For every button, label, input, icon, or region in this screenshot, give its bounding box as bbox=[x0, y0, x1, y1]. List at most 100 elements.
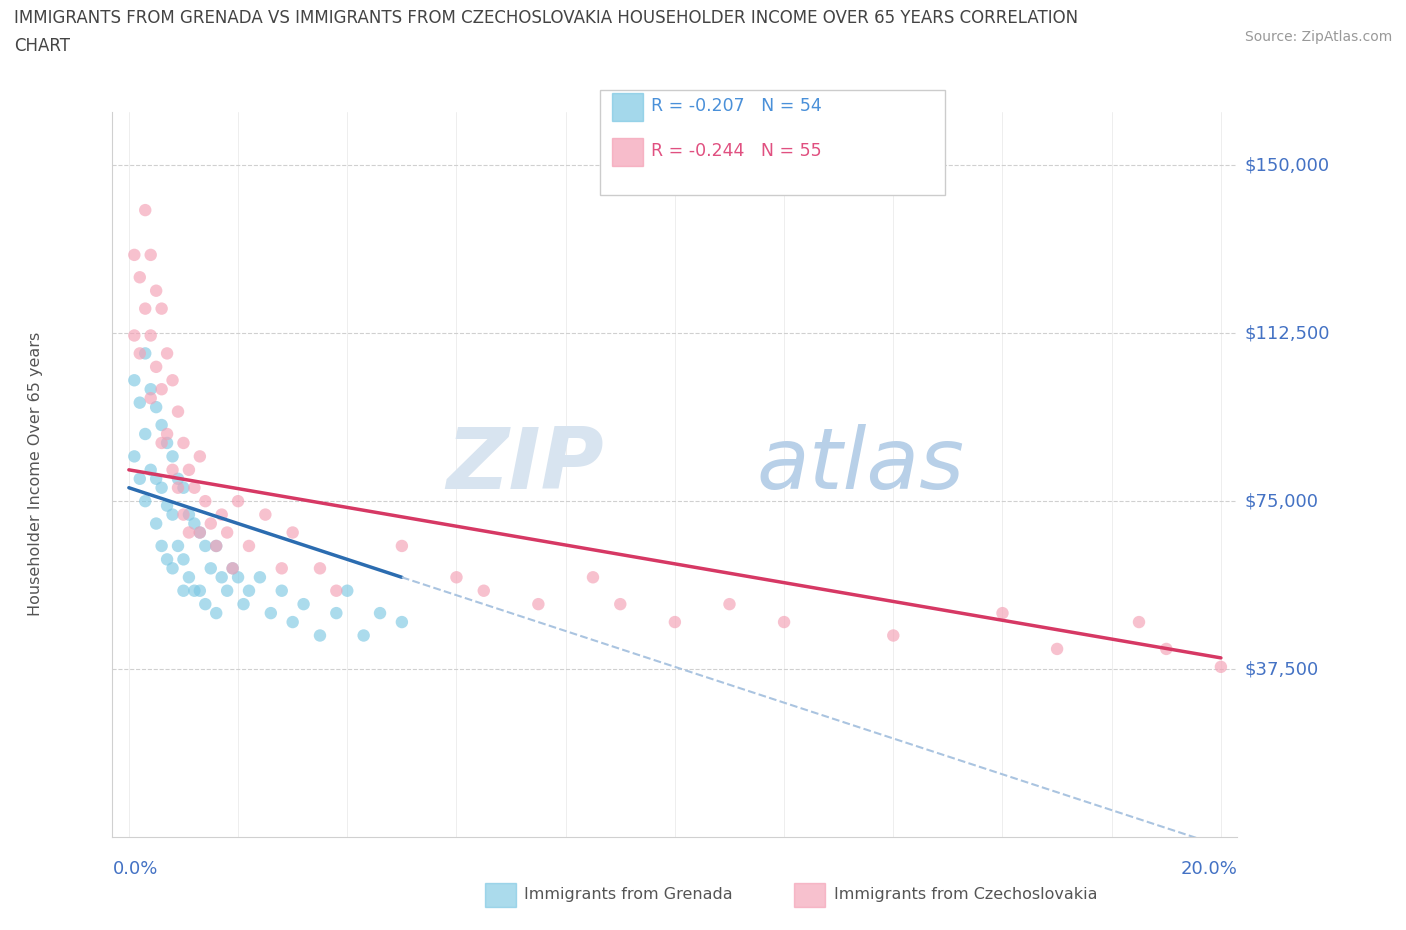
Point bbox=[150, 435, 173, 450]
Point bbox=[232, 597, 254, 612]
Point bbox=[167, 472, 190, 486]
Point bbox=[211, 507, 233, 522]
Point bbox=[172, 583, 194, 598]
Point bbox=[145, 472, 167, 486]
Point bbox=[221, 561, 243, 576]
Text: 0.0%: 0.0% bbox=[112, 860, 157, 878]
Text: $75,000: $75,000 bbox=[1244, 492, 1319, 511]
Point bbox=[188, 449, 211, 464]
Point bbox=[325, 583, 347, 598]
Text: $150,000: $150,000 bbox=[1244, 156, 1330, 174]
Point bbox=[238, 583, 260, 598]
Point bbox=[194, 597, 217, 612]
Point bbox=[188, 525, 211, 540]
Point bbox=[134, 427, 156, 442]
Point bbox=[183, 583, 205, 598]
Text: Immigrants from Grenada: Immigrants from Grenada bbox=[524, 887, 733, 902]
Point bbox=[139, 382, 162, 397]
Point bbox=[162, 449, 184, 464]
Point bbox=[194, 494, 217, 509]
Point bbox=[188, 583, 211, 598]
Point bbox=[167, 538, 190, 553]
Text: $37,500: $37,500 bbox=[1244, 660, 1319, 678]
Point bbox=[150, 538, 173, 553]
Point bbox=[145, 516, 167, 531]
Point bbox=[177, 507, 200, 522]
Point bbox=[609, 597, 631, 612]
Point bbox=[139, 328, 162, 343]
Point bbox=[139, 391, 162, 405]
Point bbox=[188, 525, 211, 540]
Text: IMMIGRANTS FROM GRENADA VS IMMIGRANTS FROM CZECHOSLOVAKIA HOUSEHOLDER INCOME OVE: IMMIGRANTS FROM GRENADA VS IMMIGRANTS FR… bbox=[14, 9, 1078, 27]
Point bbox=[145, 284, 167, 299]
Point bbox=[139, 247, 162, 262]
Point bbox=[325, 605, 347, 620]
Text: 20.0%: 20.0% bbox=[1181, 860, 1237, 878]
Point bbox=[309, 628, 332, 643]
Point bbox=[1156, 642, 1178, 657]
Point bbox=[226, 494, 249, 509]
Point bbox=[238, 538, 260, 553]
Point bbox=[582, 570, 605, 585]
Point bbox=[991, 605, 1014, 620]
Point bbox=[177, 462, 200, 477]
Point bbox=[194, 538, 217, 553]
Point bbox=[205, 538, 228, 553]
Point bbox=[172, 480, 194, 495]
Point bbox=[353, 628, 375, 643]
Point bbox=[309, 561, 332, 576]
Point bbox=[446, 570, 468, 585]
Point bbox=[139, 462, 162, 477]
Point bbox=[150, 382, 173, 397]
Point bbox=[270, 561, 292, 576]
Point bbox=[270, 583, 292, 598]
Point bbox=[172, 551, 194, 566]
Point bbox=[128, 472, 150, 486]
Point bbox=[162, 507, 184, 522]
Point bbox=[882, 628, 904, 643]
Text: atlas: atlas bbox=[756, 424, 965, 507]
Point bbox=[134, 346, 156, 361]
Point bbox=[292, 597, 315, 612]
Point bbox=[172, 507, 194, 522]
Text: Source: ZipAtlas.com: Source: ZipAtlas.com bbox=[1244, 30, 1392, 44]
Point bbox=[200, 561, 222, 576]
Point bbox=[249, 570, 271, 585]
Point bbox=[167, 480, 190, 495]
Point bbox=[156, 346, 179, 361]
Point bbox=[134, 301, 156, 316]
Point bbox=[527, 597, 550, 612]
Text: Immigrants from Czechoslovakia: Immigrants from Czechoslovakia bbox=[834, 887, 1097, 902]
Point bbox=[472, 583, 495, 598]
Point bbox=[281, 615, 304, 630]
Text: R = -0.244   N = 55: R = -0.244 N = 55 bbox=[651, 141, 821, 160]
Point bbox=[150, 301, 173, 316]
Point bbox=[254, 507, 277, 522]
Point bbox=[167, 405, 190, 419]
Point bbox=[281, 525, 304, 540]
Point bbox=[336, 583, 359, 598]
Point bbox=[221, 561, 243, 576]
Point bbox=[226, 570, 249, 585]
Point bbox=[217, 583, 239, 598]
Point bbox=[260, 605, 283, 620]
Point bbox=[145, 359, 167, 374]
Point bbox=[217, 525, 239, 540]
Point bbox=[124, 373, 146, 388]
Point bbox=[391, 538, 413, 553]
Point bbox=[177, 570, 200, 585]
Point bbox=[211, 570, 233, 585]
Point bbox=[162, 462, 184, 477]
Point bbox=[150, 418, 173, 432]
Point bbox=[156, 427, 179, 442]
Point bbox=[134, 494, 156, 509]
Point bbox=[156, 551, 179, 566]
Point bbox=[128, 346, 150, 361]
Point bbox=[391, 615, 413, 630]
Point bbox=[128, 395, 150, 410]
Point bbox=[172, 435, 194, 450]
Point bbox=[368, 605, 391, 620]
Point bbox=[1209, 659, 1232, 674]
Point bbox=[183, 516, 205, 531]
Point bbox=[664, 615, 686, 630]
